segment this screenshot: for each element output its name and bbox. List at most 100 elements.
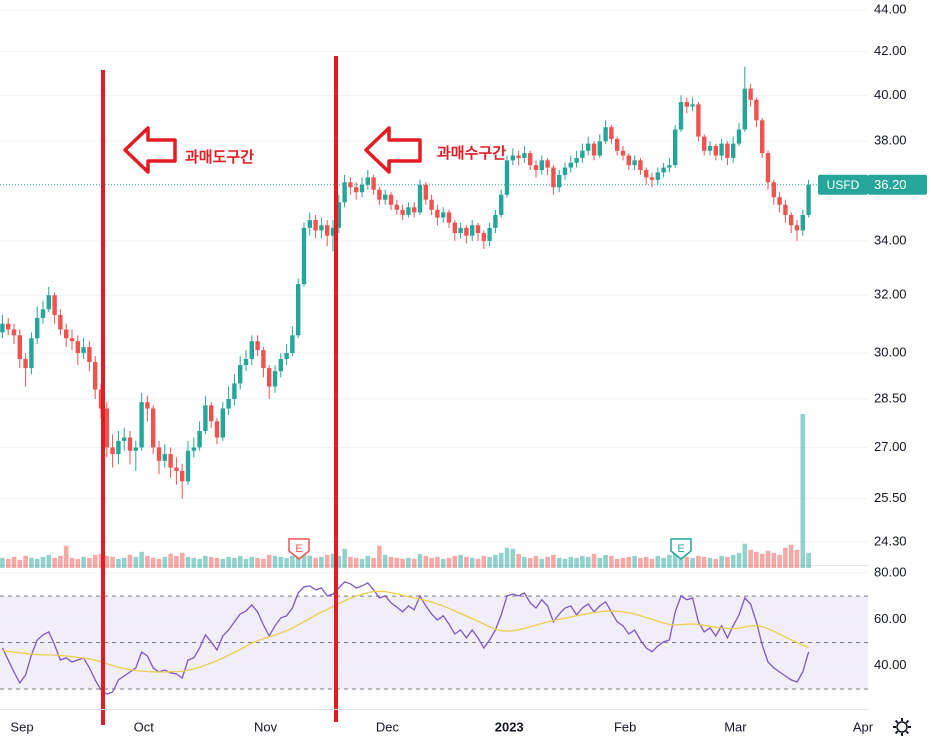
volume-bar xyxy=(58,555,63,568)
x-tick-label: Dec xyxy=(376,719,400,734)
candle-body xyxy=(765,153,771,183)
volume-bar xyxy=(75,558,81,568)
candle-body xyxy=(487,227,492,241)
volume-bar xyxy=(278,556,284,568)
candle-body xyxy=(620,150,626,156)
candle-body xyxy=(533,165,539,171)
volume-bar xyxy=(324,554,330,568)
candle-body xyxy=(336,202,341,228)
candle-body xyxy=(255,341,260,351)
volume-bar xyxy=(597,557,603,568)
candle-body xyxy=(272,371,278,387)
volume-bar xyxy=(266,554,272,568)
candle-body xyxy=(446,212,452,223)
volume-bar xyxy=(556,557,562,568)
volume-bar xyxy=(759,553,765,568)
candle-body xyxy=(174,467,179,471)
candle-body xyxy=(725,143,730,158)
candle-body xyxy=(748,88,753,100)
settings-button[interactable] xyxy=(893,718,911,736)
earnings-marker[interactable] xyxy=(670,538,692,560)
candle-body xyxy=(11,329,17,336)
volume-bar xyxy=(127,554,133,568)
candle-body xyxy=(168,454,173,468)
volume-bar xyxy=(806,552,811,568)
candle-body xyxy=(789,214,794,226)
volume-bar xyxy=(220,558,226,568)
y-tick-label: 24.30 xyxy=(874,533,907,548)
candle-body xyxy=(203,405,208,432)
volume-bar xyxy=(690,557,695,568)
candle-body xyxy=(406,207,411,215)
candle-body xyxy=(417,184,423,213)
candle-body xyxy=(707,145,713,151)
candle-body xyxy=(145,402,150,409)
candle-body xyxy=(690,104,695,107)
volume-bar xyxy=(701,556,707,568)
volume-bar xyxy=(754,551,759,568)
candle-body xyxy=(806,184,811,215)
candle-body xyxy=(702,136,707,151)
candle-body xyxy=(209,405,214,422)
candle-body xyxy=(191,447,196,451)
x-tick-label: Feb xyxy=(614,719,636,734)
volume-bar xyxy=(527,557,533,568)
volume-bar xyxy=(725,556,730,568)
rsi-tick-label: 40.00 xyxy=(874,657,907,672)
volume-bar xyxy=(771,552,777,568)
x-tick-label: Nov xyxy=(254,719,278,734)
candle-body xyxy=(325,225,330,236)
candle-body xyxy=(493,214,498,228)
candle-body xyxy=(760,120,765,154)
candle-body xyxy=(220,408,225,438)
candle-body xyxy=(574,157,579,163)
volume-bar xyxy=(574,557,579,568)
candle-body xyxy=(615,138,620,151)
candle-body xyxy=(528,153,533,166)
volume-bar xyxy=(794,549,800,568)
candle-body xyxy=(69,338,75,342)
axis-layer: Sep Oct Nov Dec 2023 Feb Mar Apr 44.00 42.00 40.00… xyxy=(0,0,931,734)
candle-body xyxy=(122,437,127,441)
volume-bar xyxy=(261,558,266,568)
volume-bar xyxy=(446,557,452,568)
volume-bar xyxy=(620,557,626,568)
volume-bar xyxy=(284,557,289,568)
volume-bar xyxy=(301,551,307,568)
candle-body xyxy=(638,160,643,171)
candle-body xyxy=(267,368,272,387)
volume-bar xyxy=(667,554,672,568)
candle-body xyxy=(290,335,295,354)
candle-body xyxy=(261,350,266,369)
candle-body xyxy=(754,99,759,121)
earnings-label: E xyxy=(677,543,684,555)
candle-body xyxy=(354,187,359,193)
candle-body xyxy=(371,177,376,190)
candle-body xyxy=(678,102,684,130)
volume-bar xyxy=(533,555,539,568)
x-tick-label: 2023 xyxy=(495,719,524,734)
candle-body xyxy=(342,182,347,203)
volume-bar xyxy=(713,558,719,568)
volume-bar xyxy=(580,555,585,568)
earnings-marker[interactable] xyxy=(288,538,310,560)
candle-body xyxy=(603,127,608,142)
candle-body xyxy=(684,102,689,107)
volume-bar xyxy=(81,556,86,568)
arrow xyxy=(123,126,177,174)
candle-body xyxy=(75,341,80,354)
volume-bar xyxy=(116,558,121,568)
candle-body xyxy=(458,227,463,234)
candle-body xyxy=(116,440,121,455)
candle-body xyxy=(139,402,144,448)
x-tick-label: Sep xyxy=(10,719,33,734)
candle-body xyxy=(87,347,92,363)
volume-bar xyxy=(568,556,574,568)
volume-bar xyxy=(707,557,713,568)
candle-body xyxy=(104,408,109,448)
y-tick-label: 30.00 xyxy=(874,344,907,359)
candle-body xyxy=(388,194,394,205)
y-tick-label: 25.50 xyxy=(874,490,907,505)
volume-bar xyxy=(145,555,150,568)
y-tick-label: 44.00 xyxy=(874,1,907,16)
